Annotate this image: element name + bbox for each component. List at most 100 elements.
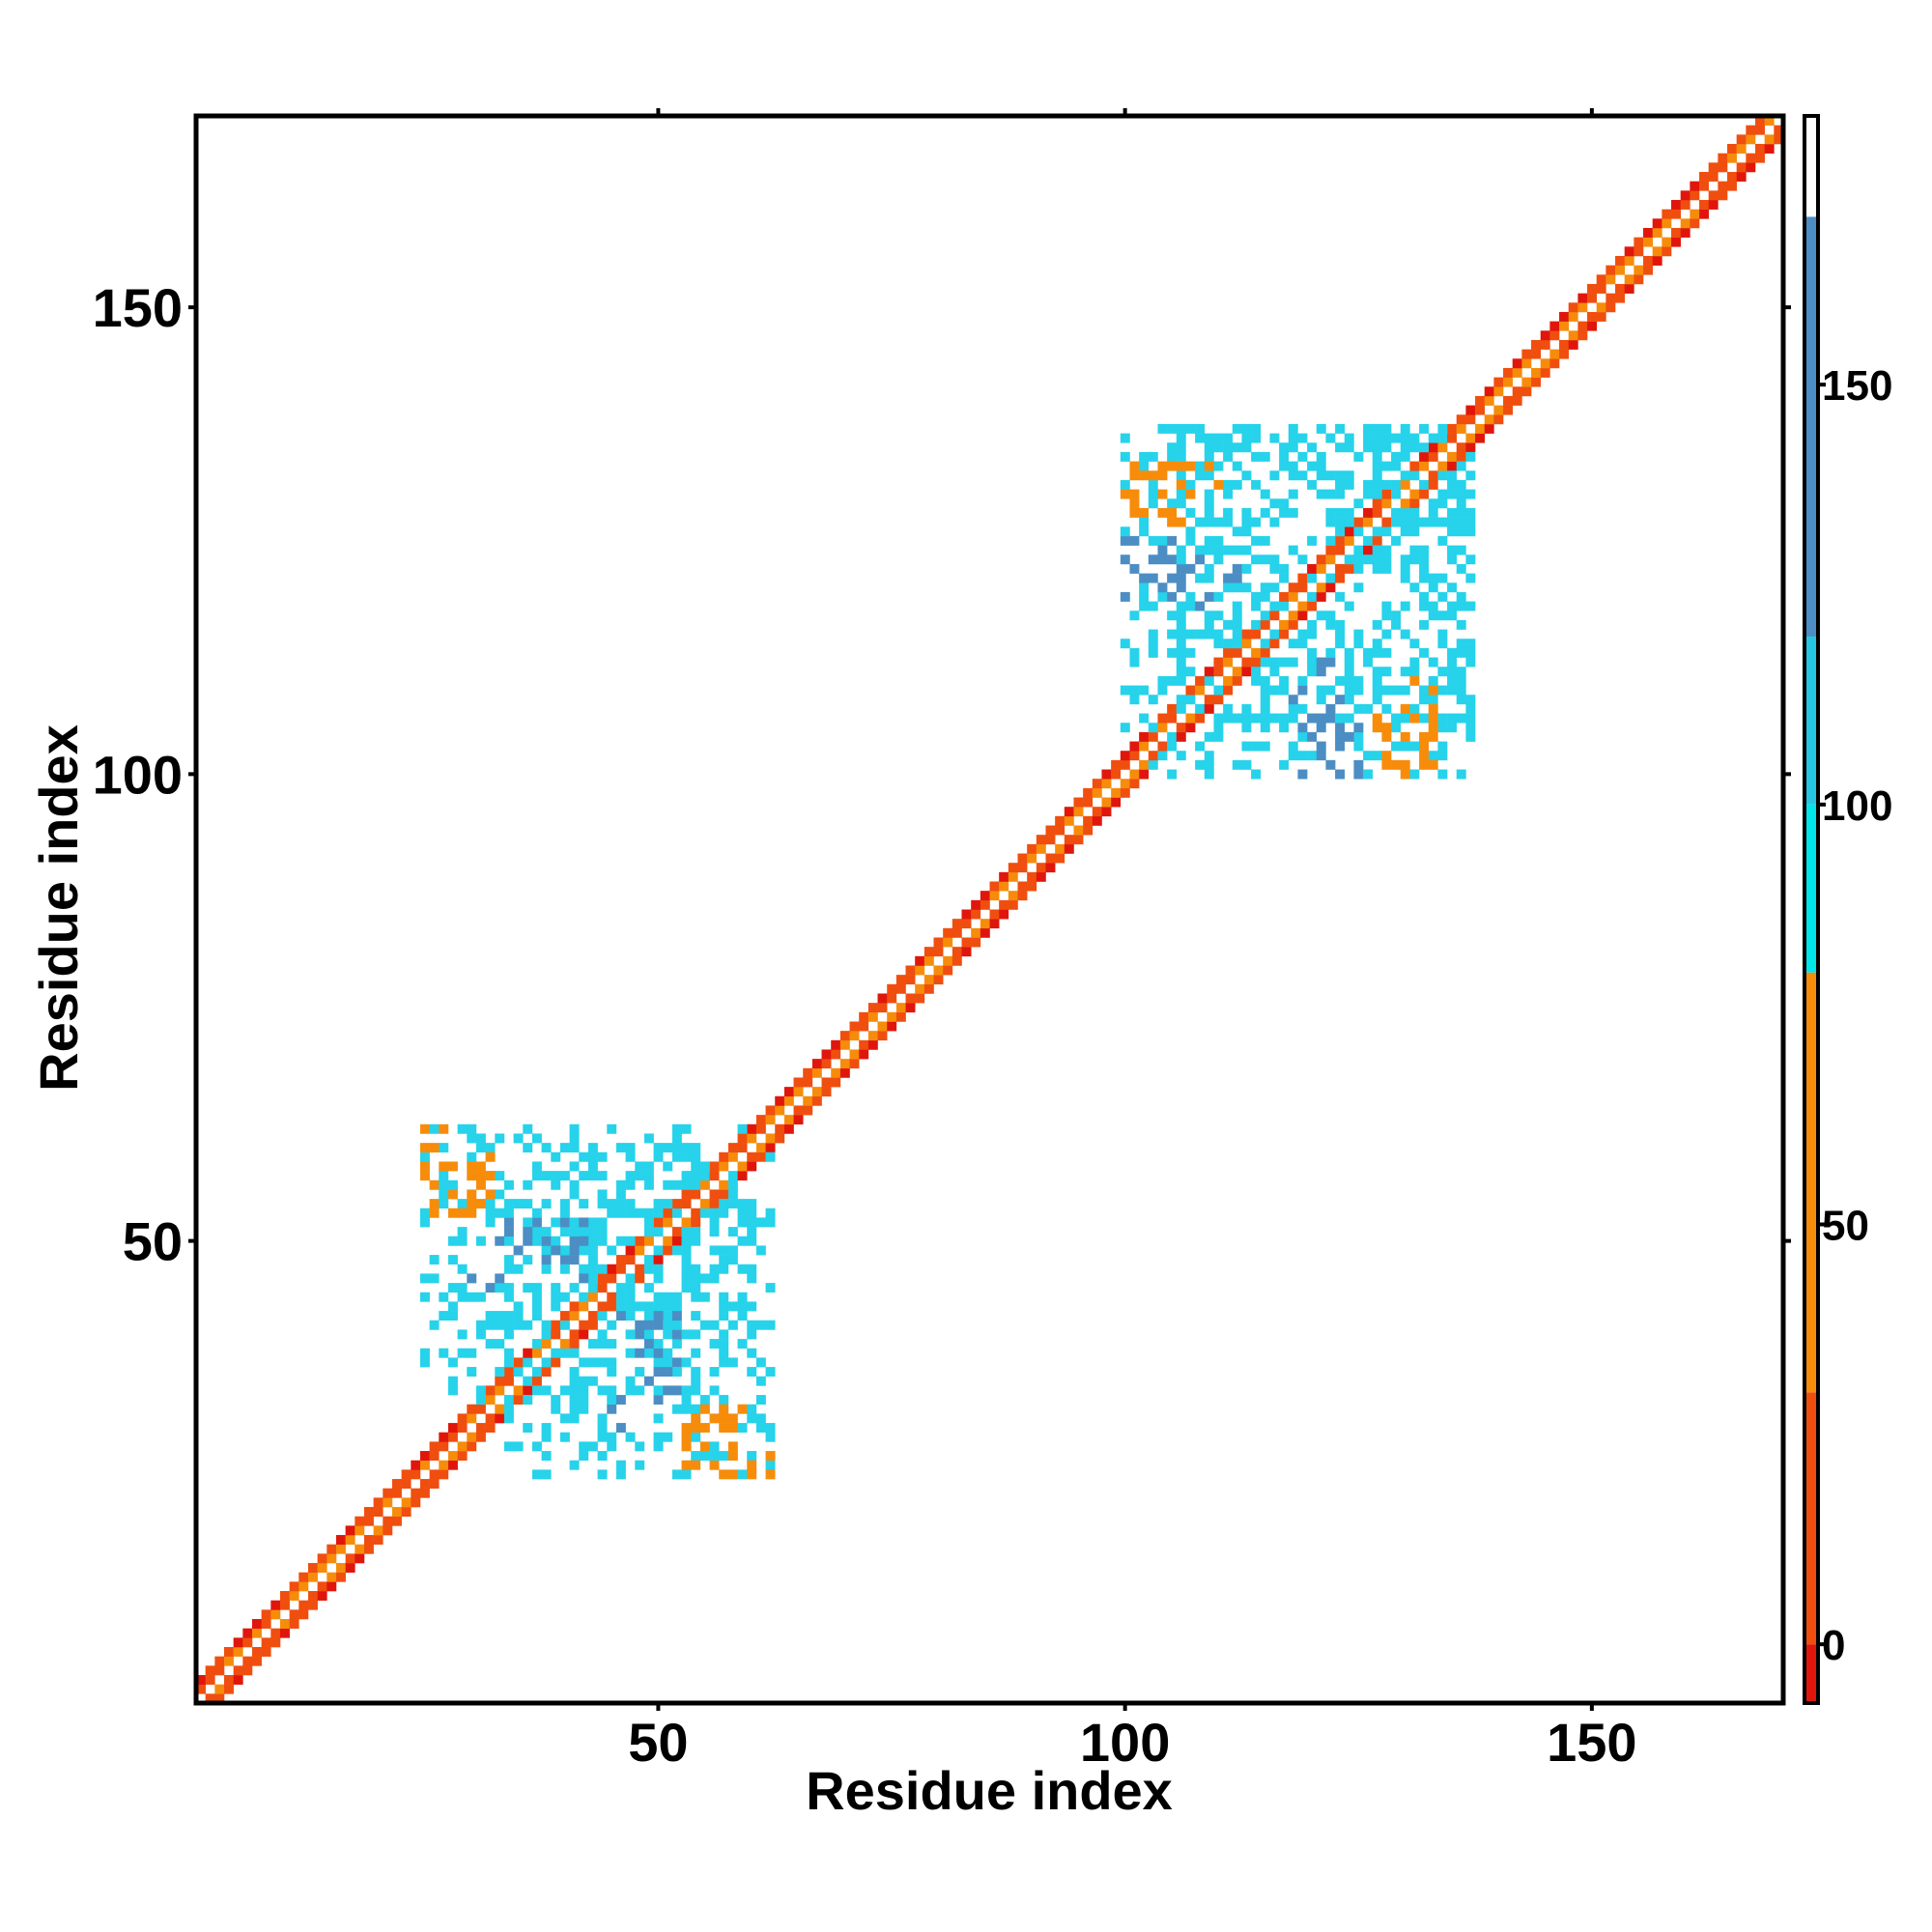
heatmap-cell [1708, 199, 1719, 210]
heatmap-cell [1437, 639, 1448, 649]
heatmap-cell [1129, 535, 1140, 546]
heatmap-cell [495, 1311, 505, 1321]
heatmap-cell [1176, 563, 1186, 574]
heatmap-cell [495, 1236, 505, 1246]
heatmap-cell [821, 1087, 832, 1097]
heatmap-cell [1279, 629, 1290, 639]
heatmap-cell [653, 1208, 664, 1218]
heatmap-cell [439, 1469, 449, 1480]
heatmap-cell [1437, 629, 1448, 639]
heatmap-cell [1176, 433, 1186, 443]
heatmap-cell [635, 1320, 645, 1330]
heatmap-cell [1297, 769, 1308, 780]
heatmap-cell [1437, 611, 1448, 621]
heatmap-cell [643, 1348, 654, 1358]
heatmap-cell [1055, 853, 1065, 864]
heatmap-cell [1353, 723, 1364, 733]
heatmap-cell [429, 1441, 440, 1452]
heatmap-cell [1307, 713, 1318, 724]
heatmap-cell [289, 1609, 299, 1620]
heatmap-cell [1195, 703, 1206, 714]
heatmap-cell [1176, 751, 1186, 761]
heatmap-cell [1456, 647, 1466, 658]
heatmap-cell [457, 1292, 468, 1302]
heatmap-cell [1204, 517, 1214, 527]
heatmap-cell [971, 937, 981, 948]
heatmap-cell [1223, 657, 1234, 668]
colorbar-band [1804, 116, 1818, 217]
heatmap-cell [1400, 563, 1410, 574]
heatmap-cell [1456, 713, 1466, 724]
heatmap-cell [1325, 647, 1336, 658]
heatmap-cell [345, 1535, 355, 1545]
heatmap-cell [737, 1264, 748, 1274]
heatmap-cell [1185, 723, 1196, 733]
heatmap-cell [737, 1199, 748, 1209]
heatmap-cell [1400, 433, 1410, 443]
heatmap-cell [1746, 162, 1756, 173]
heatmap-cell [643, 1339, 654, 1350]
heatmap-cell [783, 1115, 794, 1125]
heatmap-cell [541, 1339, 552, 1350]
heatmap-cell [523, 1179, 533, 1190]
heatmap-cell [541, 1329, 552, 1340]
heatmap-cell [1083, 825, 1094, 836]
heatmap-cell [1139, 741, 1150, 752]
heatmap-cell [1372, 526, 1382, 537]
heatmap-cell [681, 1441, 692, 1452]
heatmap-cell [1241, 703, 1252, 714]
x-tick-label: 150 [1547, 1712, 1636, 1773]
heatmap-cell [1241, 741, 1252, 752]
heatmap-cell [1167, 461, 1178, 471]
heatmap-cell [1213, 723, 1224, 733]
heatmap-cell [1727, 153, 1737, 163]
heatmap-cell [775, 1133, 785, 1144]
heatmap-cell [503, 1208, 514, 1218]
heatmap-cell [1605, 302, 1616, 313]
heatmap-cell [327, 1581, 337, 1592]
heatmap-cell [691, 1460, 701, 1470]
heatmap-cell [587, 1264, 598, 1274]
heatmap-cell [615, 1292, 626, 1302]
heatmap-cell [569, 1283, 580, 1293]
heatmap-cell [1251, 769, 1262, 780]
heatmap-cell [1363, 442, 1374, 453]
heatmap-cell [1428, 685, 1438, 696]
heatmap-cell [1335, 573, 1346, 583]
heatmap-cell [1045, 835, 1056, 845]
heatmap-cell [1465, 657, 1476, 668]
heatmap-cell [1036, 871, 1046, 882]
heatmap-cell [513, 1301, 524, 1312]
y-tick-label: 50 [123, 1211, 183, 1272]
heatmap-cell [635, 1245, 645, 1256]
heatmap-cell [579, 1329, 589, 1340]
heatmap-cell [1307, 647, 1318, 658]
heatmap-cell [223, 1675, 234, 1685]
heatmap-cell [1251, 647, 1262, 658]
heatmap-cell [391, 1516, 402, 1526]
heatmap-cell [587, 1273, 598, 1284]
heatmap-cell [793, 1105, 804, 1116]
heatmap-cell [653, 1311, 664, 1321]
heatmap-cell [755, 1376, 766, 1386]
heatmap-cell [1409, 582, 1420, 593]
heatmap-cell [1400, 667, 1410, 677]
heatmap-cell [1409, 433, 1420, 443]
heatmap-cell [597, 1432, 608, 1442]
heatmap-cell [1316, 751, 1326, 761]
heatmap-cell [1419, 759, 1430, 770]
heatmap-cell [1036, 863, 1046, 873]
heatmap-cell [1400, 759, 1410, 770]
heatmap-cell [737, 1404, 748, 1414]
heatmap-cell [1400, 517, 1410, 527]
heatmap-cell [1671, 227, 1681, 238]
heatmap-cell [887, 983, 897, 994]
heatmap-cell [615, 1208, 626, 1218]
heatmap-cell [1111, 797, 1122, 808]
heatmap-cell [1139, 685, 1150, 696]
heatmap-cell [1465, 489, 1476, 499]
heatmap-cell [1185, 507, 1196, 518]
heatmap-cell [1195, 601, 1206, 611]
